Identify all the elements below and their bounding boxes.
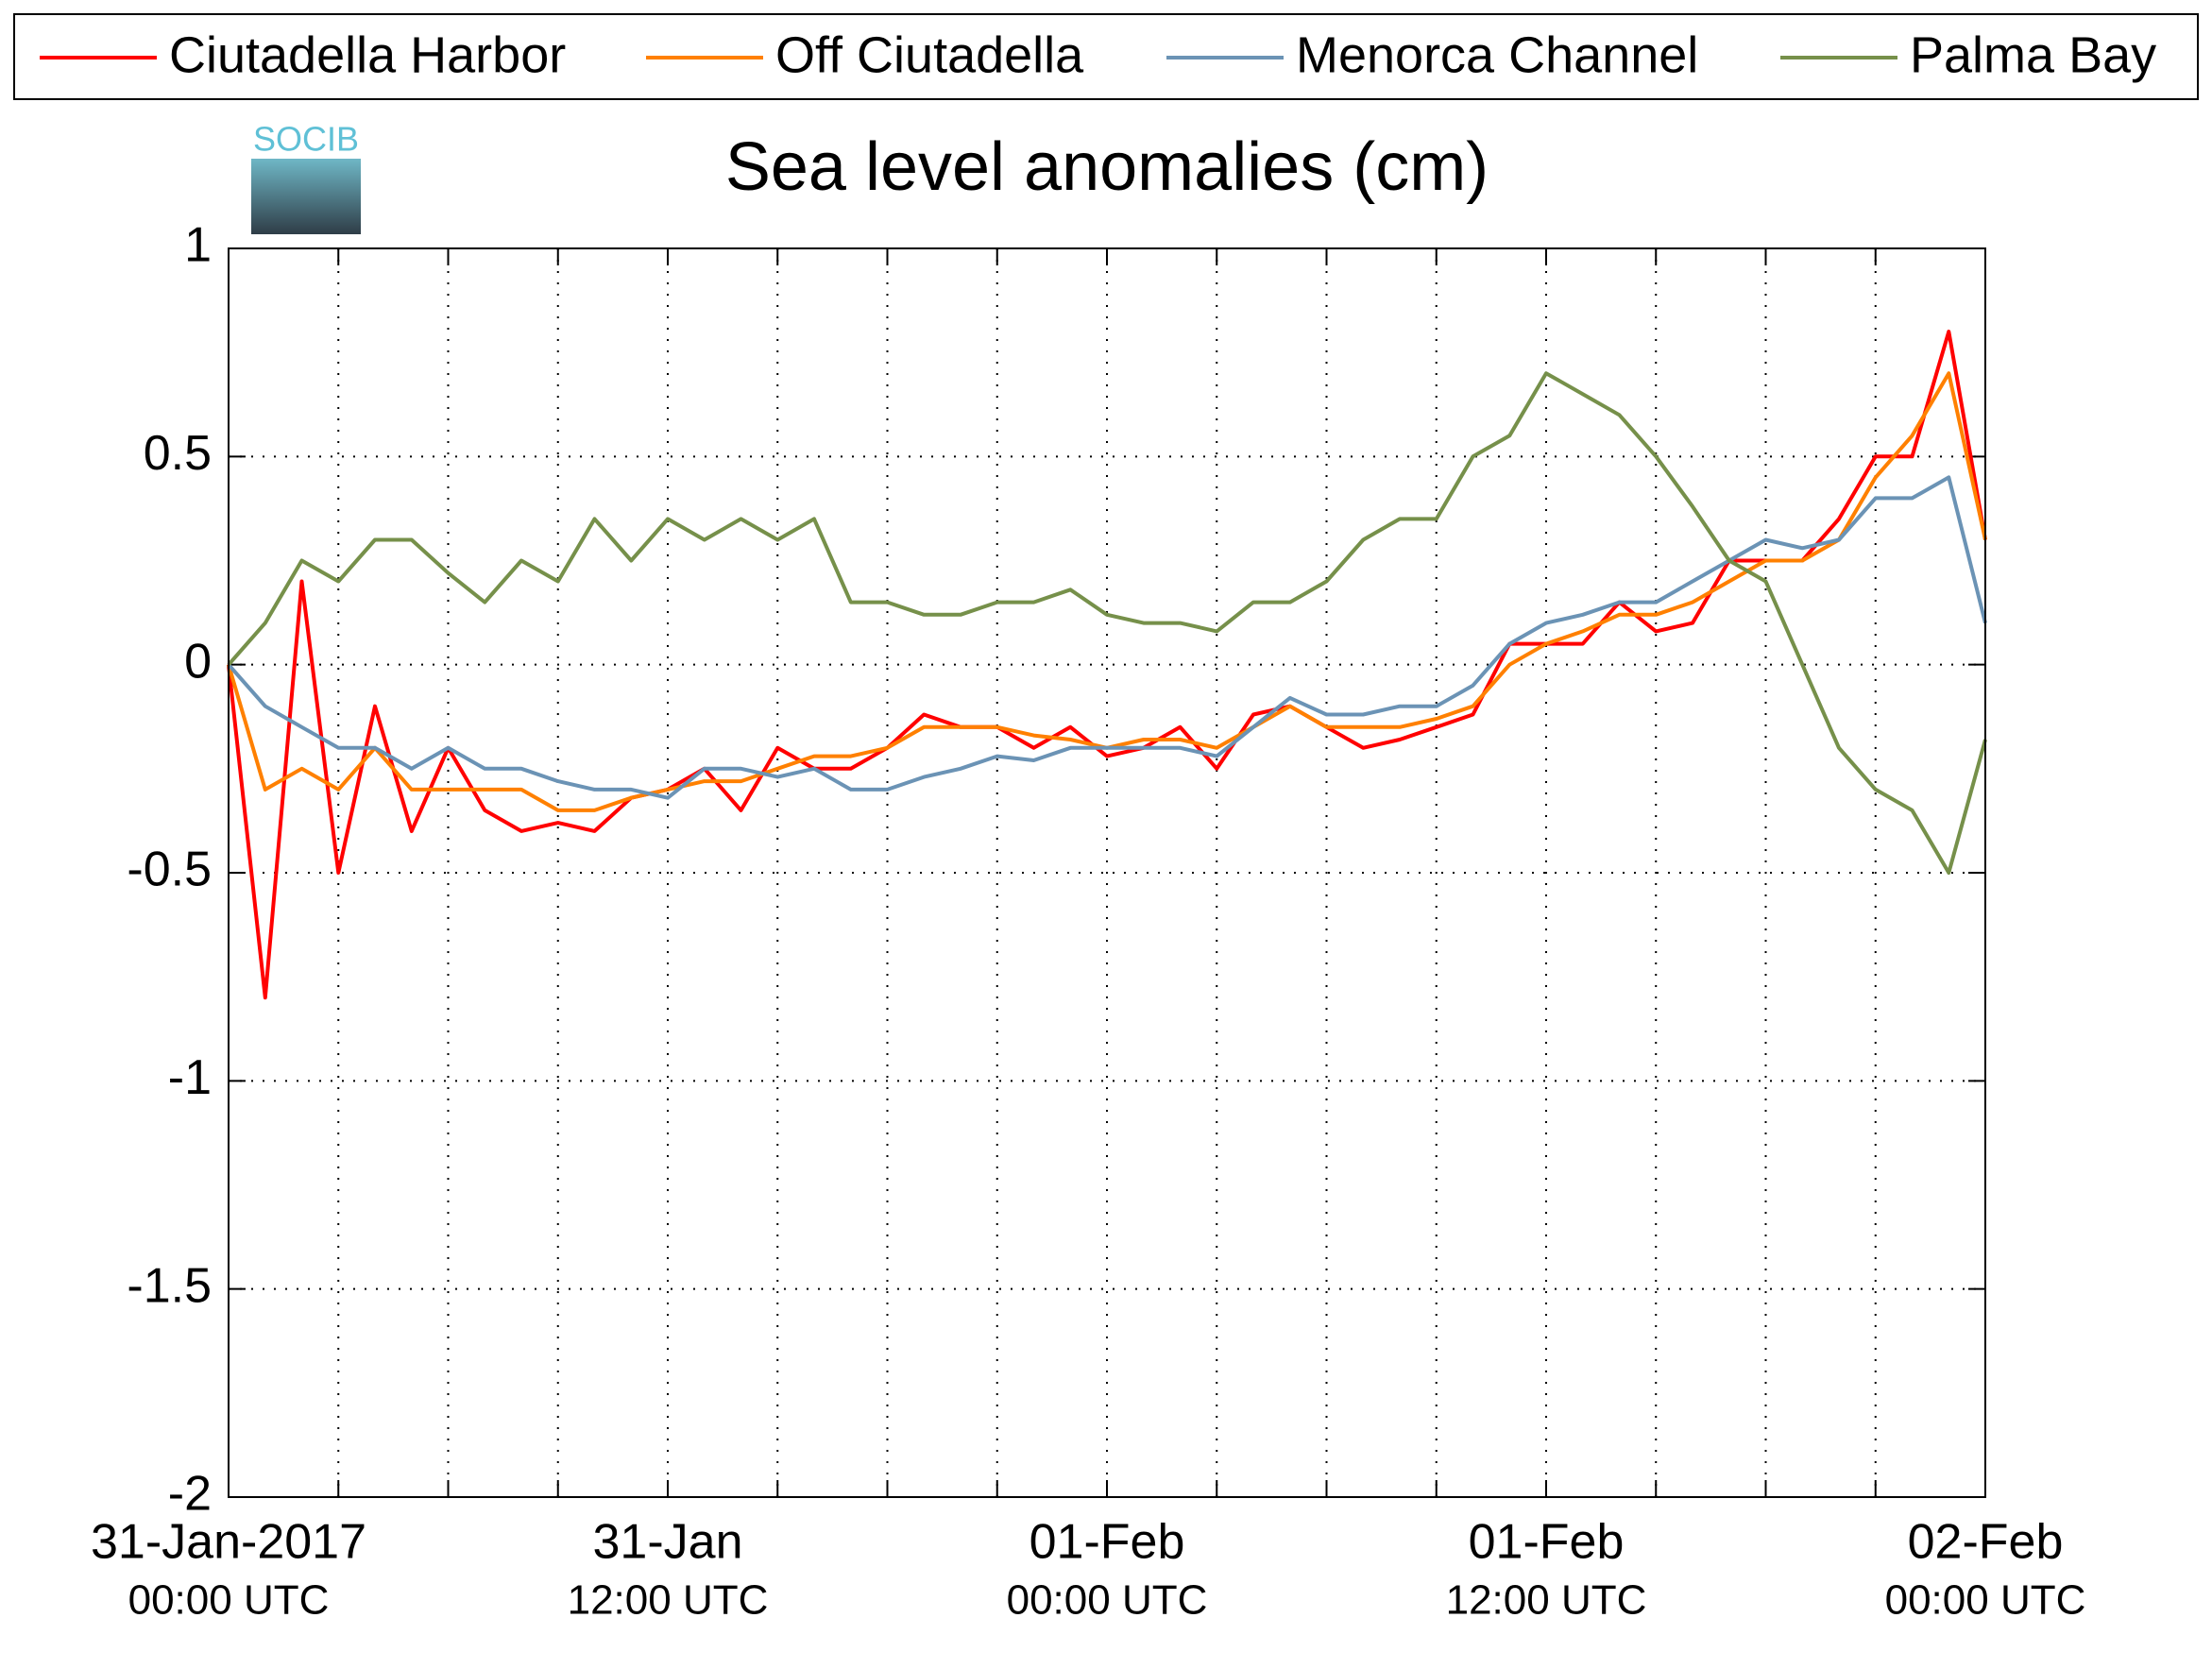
chart-title: Sea level anomalies (cm) xyxy=(725,129,1489,205)
x-tick-label: 31-Jan xyxy=(593,1515,743,1570)
y-tick-label: -0.5 xyxy=(127,843,212,897)
x-tick-sublabel: 00:00 UTC xyxy=(1885,1577,2086,1624)
plot-frame xyxy=(228,247,1986,1498)
logo: SOCIB xyxy=(251,120,361,234)
x-tick-sublabel: 12:00 UTC xyxy=(568,1577,769,1624)
series-line xyxy=(227,475,1987,800)
x-tick-label: 31-Jan-2017 xyxy=(91,1515,366,1570)
y-tick-label: 1 xyxy=(184,218,212,273)
y-tick-label: -2 xyxy=(168,1467,212,1522)
legend-label: Palma Bay xyxy=(1910,26,2156,83)
x-tick-sublabel: 00:00 UTC xyxy=(1007,1577,1208,1624)
legend-label: Ciutadella Harbor xyxy=(169,26,566,83)
legend-label: Off Ciutadella xyxy=(775,26,1084,83)
series-line xyxy=(227,371,1987,875)
logo-image xyxy=(251,159,361,234)
x-tick-label: 02-Feb xyxy=(1908,1515,2064,1570)
y-tick-label: 0 xyxy=(184,634,212,689)
series-line xyxy=(227,330,1987,1000)
x-tick-label: 01-Feb xyxy=(1469,1515,1625,1570)
legend-label: Menorca Channel xyxy=(1296,26,1698,83)
y-tick-label: -1 xyxy=(168,1050,212,1105)
x-tick-sublabel: 00:00 UTC xyxy=(128,1577,330,1624)
x-tick-sublabel: 12:00 UTC xyxy=(1446,1577,1647,1624)
y-tick-label: 0.5 xyxy=(144,426,212,481)
y-tick-label: -1.5 xyxy=(127,1258,212,1313)
x-tick-label: 01-Feb xyxy=(1029,1515,1185,1570)
logo-text: SOCIB xyxy=(253,120,359,159)
